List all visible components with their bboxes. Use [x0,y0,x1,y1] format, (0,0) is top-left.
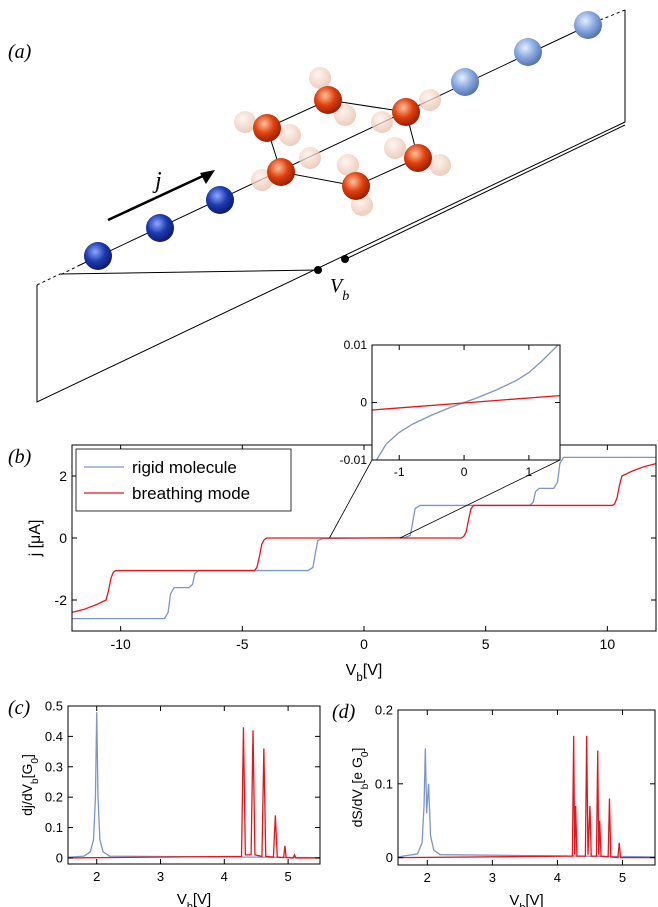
y-tick-label: 2 [59,468,67,484]
label-part: V [509,892,519,907]
x-tick-label: 5 [619,870,626,885]
label-subscript: b [187,901,193,907]
x-tick-label: 5 [284,869,291,884]
data-line [68,727,320,859]
label-part: [V] [363,662,383,679]
chain-dash [599,9,626,21]
y-axis-label: dS/dVb[e G0] [349,748,371,828]
label-subscript: b [360,783,371,789]
legend-entry: breathing mode [132,484,250,503]
x-tick-label: 3 [489,870,496,885]
zoom-line [329,459,373,539]
y-tick-label: 0.2 [375,703,393,718]
voltage-symbol: V [330,275,345,297]
y-tick-label: 0.5 [45,699,63,714]
y-tick-label: 0.1 [375,776,393,791]
label-part: ] [349,748,365,752]
x-tick-label: -10 [111,636,131,652]
x-tick-label: 0 [360,636,368,652]
zoom-line [399,459,561,539]
y-axis-label: j [μA] [27,520,44,558]
current-arrow [107,173,206,222]
voltage-label: Vb [330,275,349,304]
current-label: j [152,168,162,194]
y-tick-label: 0 [360,396,367,410]
label-part: [V] [525,892,543,907]
x-tick-label: 3 [157,869,164,884]
terminal [314,266,322,274]
y-tick-label: 0.2 [45,790,63,805]
plot: -1 0 1 -0.01 0 0.01 [340,338,561,479]
x-tick-label: 1 [526,465,533,479]
data-line [68,712,320,859]
arrow-head [200,170,215,184]
x-tick-label: -5 [236,636,249,652]
legend-entry: rigid molecule [132,458,237,477]
circuit-plane [36,10,626,403]
label-part: V [177,891,187,907]
x-tick-label: 4 [554,870,561,885]
y-tick-label: 0 [56,850,63,865]
label-part: dj/dV [19,783,35,816]
y-tick-label: 0 [59,530,67,546]
label-part: V [346,662,357,679]
y-tick-label: 0.01 [344,338,368,352]
x-tick-label: 2 [424,870,431,885]
lead-dash [36,273,61,286]
legend: rigid molecule breathing mode [75,448,292,512]
x-tick-label: 4 [221,869,228,884]
plot-frame [67,705,321,865]
vibration-ghosts [234,67,451,216]
data-line [72,462,656,614]
x-tick-label: 5 [482,636,490,652]
y-tick-label: 0.3 [45,759,63,774]
lead-wire [347,124,626,259]
label-subscript: 0 [30,758,41,764]
label-subscript: b [519,902,525,907]
data-line [398,735,655,859]
x-tick-label: 2 [93,869,100,884]
legend-box [75,448,292,512]
y-tick-label: -0.01 [340,453,368,467]
label-part: dS/dV [349,789,365,828]
label-part: [G [19,764,35,779]
data-line [398,748,655,858]
x-tick-label: 0 [461,465,468,479]
x-tick-label: 10 [600,636,616,652]
label-subscript: b [356,672,362,684]
panel-label: (b) [8,446,32,468]
panel-label: (a) [8,41,32,63]
y-axis-label: dj/dVb[G0] [19,754,41,816]
plot: 2 3 4 500.10.20.30.40.5Vb[V]dj/dVb[G0](c) [8,697,321,907]
voltage-subscript: b [342,289,349,304]
label-part: ] [19,754,35,758]
panel-label: (d) [332,701,356,723]
x-axis-label: Vb[V] [346,662,383,684]
label-part: [V] [193,891,211,907]
x-axis-label: Vb[V] [509,892,543,907]
y-tick-label: 0.4 [45,729,63,744]
x-tick-label: -1 [394,465,405,479]
plot-frame [397,709,656,866]
label-subscript: b [30,778,41,784]
y-tick-label: 0 [386,850,393,865]
x-axis-label: Vb[V] [177,891,211,907]
schematic: (a) j Vb [8,9,626,403]
terminal [341,255,349,263]
panel-label: (c) [8,697,31,719]
atoms [84,11,602,270]
y-tick-label: 0.1 [45,820,63,835]
label-subscript: 0 [360,751,371,757]
data-line [372,394,560,411]
chain-dash [59,264,81,276]
y-tick-label: -2 [55,592,68,608]
label-part: [e G [349,757,365,783]
lead-wire [59,269,319,275]
